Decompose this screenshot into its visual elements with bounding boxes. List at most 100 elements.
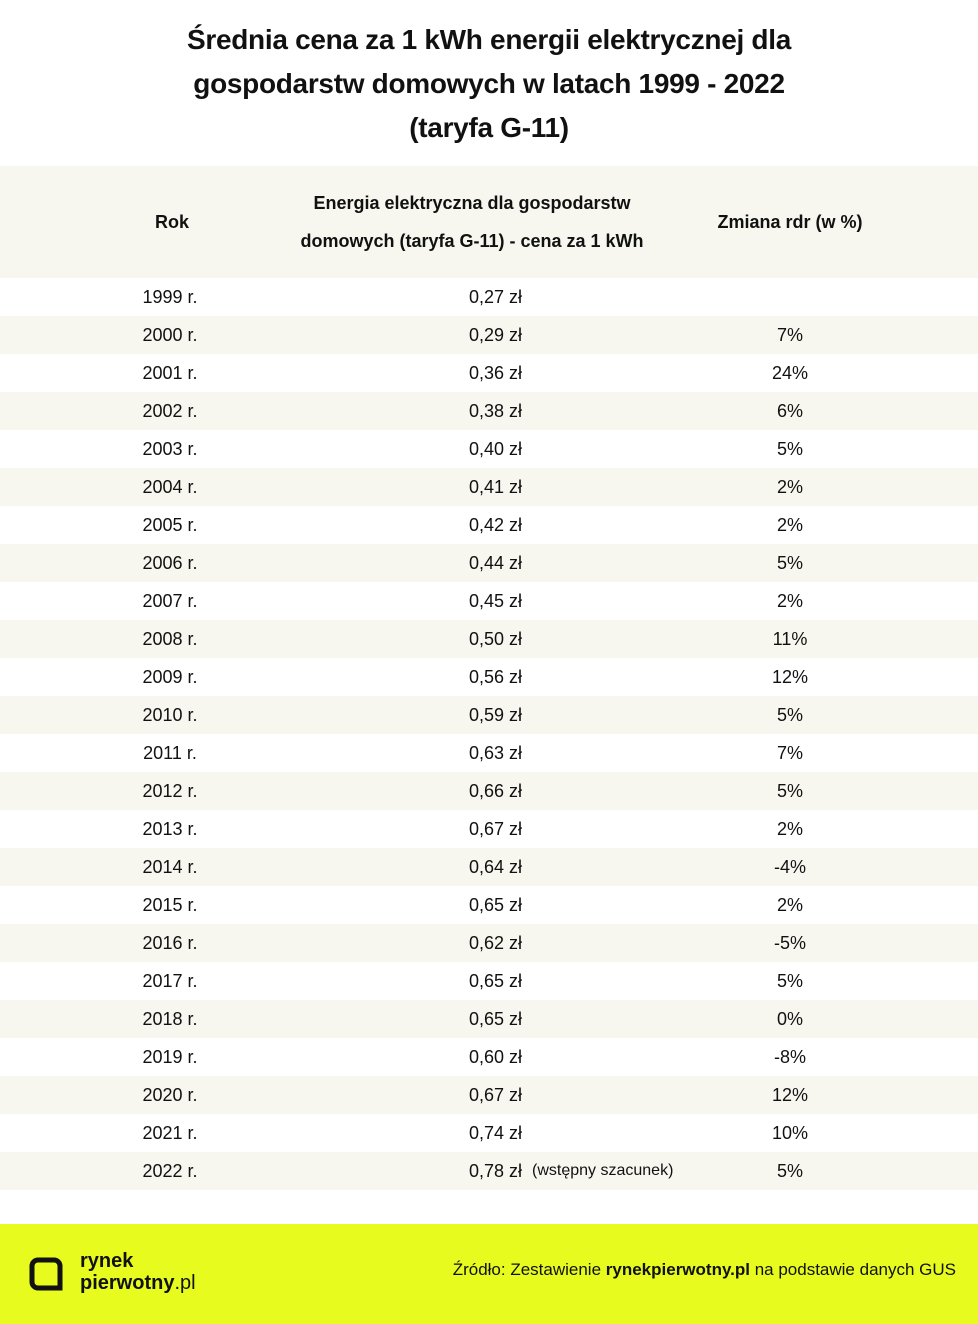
cell-change: 2% (776, 591, 803, 611)
table-row: 2020 r. 0,67 zł 12% (0, 1076, 978, 1114)
cell-year: 2003 r. (142, 439, 198, 459)
cell-year: 2000 r. (142, 325, 198, 345)
cell-price: 0,78 zł (468, 1161, 522, 1181)
cell-price: 0,36 zł (468, 363, 522, 383)
cell-price: 0,67 zł (468, 819, 522, 839)
header-change: Zmiana rdr (w %) (717, 211, 863, 232)
rounded-square-logo-icon (29, 1257, 63, 1291)
cell-price: 0,62 zł (468, 933, 522, 953)
cell-price: 0,44 zł (468, 553, 522, 573)
cell-price: 0,38 zł (468, 401, 522, 421)
table-row: 1999 r. 0,27 zł (0, 278, 978, 316)
header-price-line-1: Energia elektryczna dla gospodarstw (313, 193, 631, 213)
price-table: Rok Energia elektryczna dla gospodarstw … (0, 166, 978, 1190)
cell-price: 0,60 zł (468, 1047, 522, 1067)
table-row: 2014 r. 0,64 zł -4% (0, 848, 978, 886)
cell-year: 2022 r. (142, 1161, 198, 1181)
table-row: 2001 r. 0,36 zł 24% (0, 354, 978, 392)
table-body: 1999 r. 0,27 zł 2000 r. 0,29 zł 7% 2001 r. 0,3… (0, 278, 978, 1190)
source-prefix: Źródło: Zestawienie (452, 1260, 606, 1279)
table-row: 2015 r. 0,65 zł 2% (0, 886, 978, 924)
cell-change: -8% (773, 1047, 806, 1067)
cell-change: 24% (771, 363, 809, 383)
cell-change: 5% (776, 553, 803, 573)
table-row: 2003 r. 0,40 zł 5% (0, 430, 978, 468)
cell-change: 5% (776, 781, 803, 801)
cell-year: 2010 r. (142, 705, 198, 725)
cell-year: 2016 r. (142, 933, 198, 953)
cell-year: 2002 r. (142, 401, 198, 421)
cell-price: 0,50 zł (468, 629, 522, 649)
title-line-2: gospodarstw domowych w latach 1999 - 202… (193, 68, 785, 99)
cell-change: 0% (776, 1009, 803, 1029)
title-line-1: Średnia cena za 1 kWh energii elektryczn… (186, 24, 791, 55)
cell-change: 5% (776, 705, 803, 725)
cell-change: 11% (772, 629, 808, 649)
cell-price: 0,42 zł (468, 515, 522, 535)
cell-year: 2018 r. (142, 1009, 198, 1029)
cell-change: 5% (776, 1161, 803, 1181)
table-row: 2005 r. 0,42 zł 2% (0, 506, 978, 544)
cell-change: 5% (776, 971, 803, 991)
cell-price: 0,59 zł (468, 705, 522, 725)
cell-price: 0,41 zł (468, 477, 522, 497)
logo-line-1: rynek (80, 1250, 134, 1272)
table-row: 2004 r. 0,41 zł 2% (0, 468, 978, 506)
cell-price: 0,29 zł (468, 325, 522, 345)
cell-price: 0,56 zł (468, 667, 522, 687)
cell-year: 2015 r. (142, 895, 198, 915)
table-row: 2018 r. 0,65 zł 0% (0, 1000, 978, 1038)
cell-year: 2004 r. (142, 477, 198, 497)
table-row: 2017 r. 0,65 zł 5% (0, 962, 978, 1000)
table-header: Rok Energia elektryczna dla gospodarstw … (0, 166, 978, 278)
cell-change: 12% (771, 667, 809, 687)
cell-price: 0,67 zł (468, 1085, 522, 1105)
source-link-text: rynekpierwotny.pl (605, 1260, 750, 1279)
cell-price: 0,65 zł (468, 895, 522, 915)
cell-change: -4% (773, 857, 806, 877)
table-row: 2002 r. 0,38 zł 6% (0, 392, 978, 430)
header-price: Energia elektryczna dla gospodarstw domo… (262, 166, 682, 278)
table-row: 2010 r. 0,59 zł 5% (0, 696, 978, 734)
cell-year: 2017 r. (142, 971, 198, 991)
cell-change: 12% (771, 1085, 809, 1105)
cell-year: 2012 r. (142, 781, 198, 801)
cell-change: 7% (776, 325, 803, 345)
cell-change: 2% (776, 515, 803, 535)
table-row: 2000 r. 0,29 zł 7% (0, 316, 978, 354)
cell-year: 2001 r. (142, 363, 198, 383)
cell-year: 2020 r. (142, 1085, 198, 1105)
cell-price: 0,64 zł (468, 857, 522, 877)
table-row: 2021 r. 0,74 zł 10% (0, 1114, 978, 1152)
cell-price: 0,65 zł (468, 971, 522, 991)
cell-change: 5% (776, 439, 803, 459)
footer-bar: rynek pierwotny.pl Źródło: Zestawienie r… (0, 1224, 978, 1324)
page-title: Średnia cena za 1 kWh energii elektryczn… (0, 18, 978, 150)
cell-price: 0,27 zł (468, 287, 522, 307)
cell-year: 1999 r. (142, 287, 198, 307)
cell-price: 0,65 zł (468, 1009, 522, 1029)
table-row: 2009 r. 0,56 zł 12% (0, 658, 978, 696)
cell-year: 2006 r. (142, 553, 198, 573)
table-row: 2012 r. 0,66 zł 5% (0, 772, 978, 810)
cell-change: 7% (776, 743, 803, 763)
logo-name: pierwotny (80, 1272, 175, 1294)
cell-price: 0,66 zł (468, 781, 522, 801)
cell-change: 2% (776, 477, 803, 497)
cell-year: 2007 r. (142, 591, 198, 611)
source-suffix: na podstawie danych GUS (749, 1260, 956, 1279)
table-row: 2016 r. 0,62 zł -5% (0, 924, 978, 962)
cell-change: 2% (776, 819, 803, 839)
cell-change: 6% (776, 401, 803, 421)
table-row: 2022 r. 0,78 zł (wstępny szacunek) 5% (0, 1152, 978, 1190)
table-row: 2006 r. 0,44 zł 5% (0, 544, 978, 582)
brand-logo: rynek pierwotny.pl (80, 1250, 196, 1294)
table-row: 2007 r. 0,45 zł 2% (0, 582, 978, 620)
cell-price: 0,74 zł (468, 1123, 522, 1143)
cell-note: (wstępny szacunek) (532, 1162, 674, 1179)
logo-tld: .pl (174, 1272, 196, 1294)
logo-line-2: pierwotny.pl (80, 1272, 196, 1294)
cell-change: 2% (776, 895, 803, 915)
table-row: 2008 r. 0,50 zł 11% (0, 620, 978, 658)
header-price-line-2: domowych (taryfa G-11) - cena za 1 kWh (300, 231, 644, 251)
